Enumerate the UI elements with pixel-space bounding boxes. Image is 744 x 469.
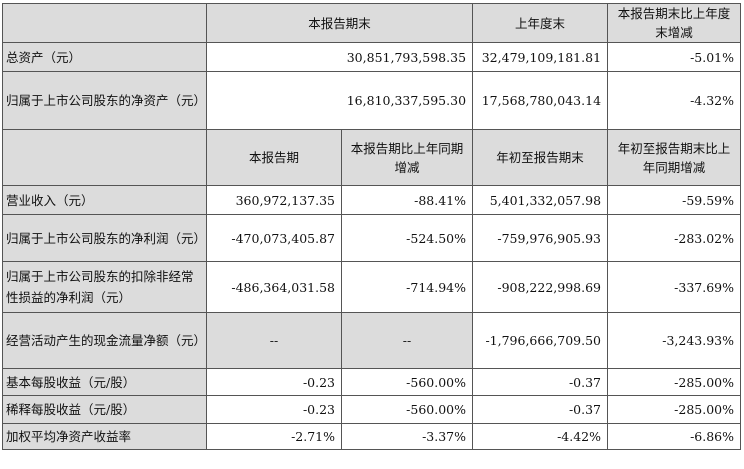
header-prior-year-end: 上年度末: [472, 3, 609, 43]
value-cell: -759,976,905.93: [472, 214, 609, 262]
value-cell: -560.00%: [340, 368, 474, 396]
table-row: 营业收入（元） 360,972,137.35 -88.41% 5,401,332…: [2, 185, 742, 215]
row-label-revenue: 营业收入（元）: [2, 185, 207, 215]
value-cell: 32,479,109,181.81: [472, 42, 609, 72]
top-header-row: 本报告期末 上年度末 本报告期末比上年度末增减: [2, 3, 742, 43]
table-row: 稀释每股收益（元/股） -0.23 -560.00% -0.37 -285.00…: [2, 395, 742, 424]
value-cell: -908,222,998.69: [472, 261, 609, 313]
table-row: 归属于上市公司股东的净利润（元） -470,073,405.87 -524.50…: [2, 214, 742, 262]
value-cell: -285.00%: [607, 368, 742, 396]
bottom-header-row: 本报告期 本报告期比上年同期增减 年初至报告期末 年初至报告期末比上年同期增减: [2, 129, 742, 186]
row-label-net-assets: 归属于上市公司股东的净资产（元）: [2, 71, 207, 130]
row-label-adjusted-net-profit: 归属于上市公司股东的扣除非经常性损益的净利润（元）: [2, 261, 207, 313]
value-cell: 360,972,137.35: [206, 185, 342, 215]
table-row: 基本每股收益（元/股） -0.23 -560.00% -0.37 -285.00…: [2, 368, 742, 396]
header-period-change: 本报告期比上年同期增减: [340, 129, 474, 186]
value-cell: -0.37: [472, 395, 609, 424]
value-cell: 5,401,332,057.98: [472, 185, 609, 215]
header-year-to-date: 年初至报告期末: [472, 129, 609, 186]
row-label-weighted-roe: 加权平均净资产收益率: [2, 423, 207, 450]
value-cell: -88.41%: [340, 185, 474, 215]
row-label-diluted-eps: 稀释每股收益（元/股）: [2, 395, 207, 424]
row-label-net-profit: 归属于上市公司股东的净利润（元）: [2, 214, 207, 262]
financial-summary-table: 本报告期末 上年度末 本报告期末比上年度末增减 总资产（元） 30,851,79…: [2, 3, 742, 450]
header-change-vs-prior-year-end: 本报告期末比上年度末增减: [607, 3, 742, 43]
header-current-period-end: 本报告期末: [205, 3, 474, 43]
value-cell: -560.00%: [340, 395, 474, 424]
value-cell: -486,364,031.58: [206, 261, 342, 313]
table-row: 加权平均净资产收益率 -2.71% -3.37% -4.42% -6.86%: [2, 423, 742, 450]
value-cell: -4.42%: [472, 423, 609, 450]
table-row: 归属于上市公司股东的净资产（元） 16,810,337,595.30 17,56…: [2, 71, 742, 130]
table-row: 归属于上市公司股东的扣除非经常性损益的净利润（元） -486,364,031.5…: [2, 261, 742, 313]
value-cell: -3,243.93%: [607, 312, 742, 369]
value-cell: -0.37: [472, 368, 609, 396]
value-cell: -1,796,666,709.50: [472, 312, 609, 369]
value-cell: -0.23: [206, 395, 342, 424]
value-cell: -524.50%: [340, 214, 474, 262]
value-cell: -285.00%: [607, 395, 742, 424]
header-corner-cell: [2, 129, 207, 186]
value-cell: -6.86%: [607, 423, 742, 450]
value-cell: -59.59%: [607, 185, 742, 215]
value-cell: -5.01%: [607, 42, 742, 72]
value-cell: -470,073,405.87: [206, 214, 342, 262]
header-corner-cell: [2, 3, 207, 43]
value-cell: -3.37%: [340, 423, 474, 450]
value-cell: -283.02%: [607, 214, 742, 262]
value-cell: -4.32%: [607, 71, 742, 130]
header-ytd-change: 年初至报告期末比上年同期增减: [607, 129, 742, 186]
value-cell: 17,568,780,043.14: [472, 71, 609, 130]
table-row: 经营活动产生的现金流量净额（元） -- -- -1,796,666,709.50…: [2, 312, 742, 369]
value-cell: 30,851,793,598.35: [205, 42, 474, 72]
table-row: 总资产（元） 30,851,793,598.35 32,479,109,181.…: [2, 42, 742, 72]
value-cell: --: [340, 312, 474, 369]
value-cell: -0.23: [206, 368, 342, 396]
row-label-operating-cash-flow: 经营活动产生的现金流量净额（元）: [2, 312, 207, 369]
header-current-period: 本报告期: [206, 129, 342, 186]
row-label-total-assets: 总资产（元）: [2, 42, 207, 72]
row-label-basic-eps: 基本每股收益（元/股）: [2, 368, 207, 396]
value-cell: --: [206, 312, 342, 369]
value-cell: -714.94%: [340, 261, 474, 313]
value-cell: -337.69%: [607, 261, 742, 313]
value-cell: 16,810,337,595.30: [205, 71, 474, 130]
value-cell: -2.71%: [206, 423, 342, 450]
